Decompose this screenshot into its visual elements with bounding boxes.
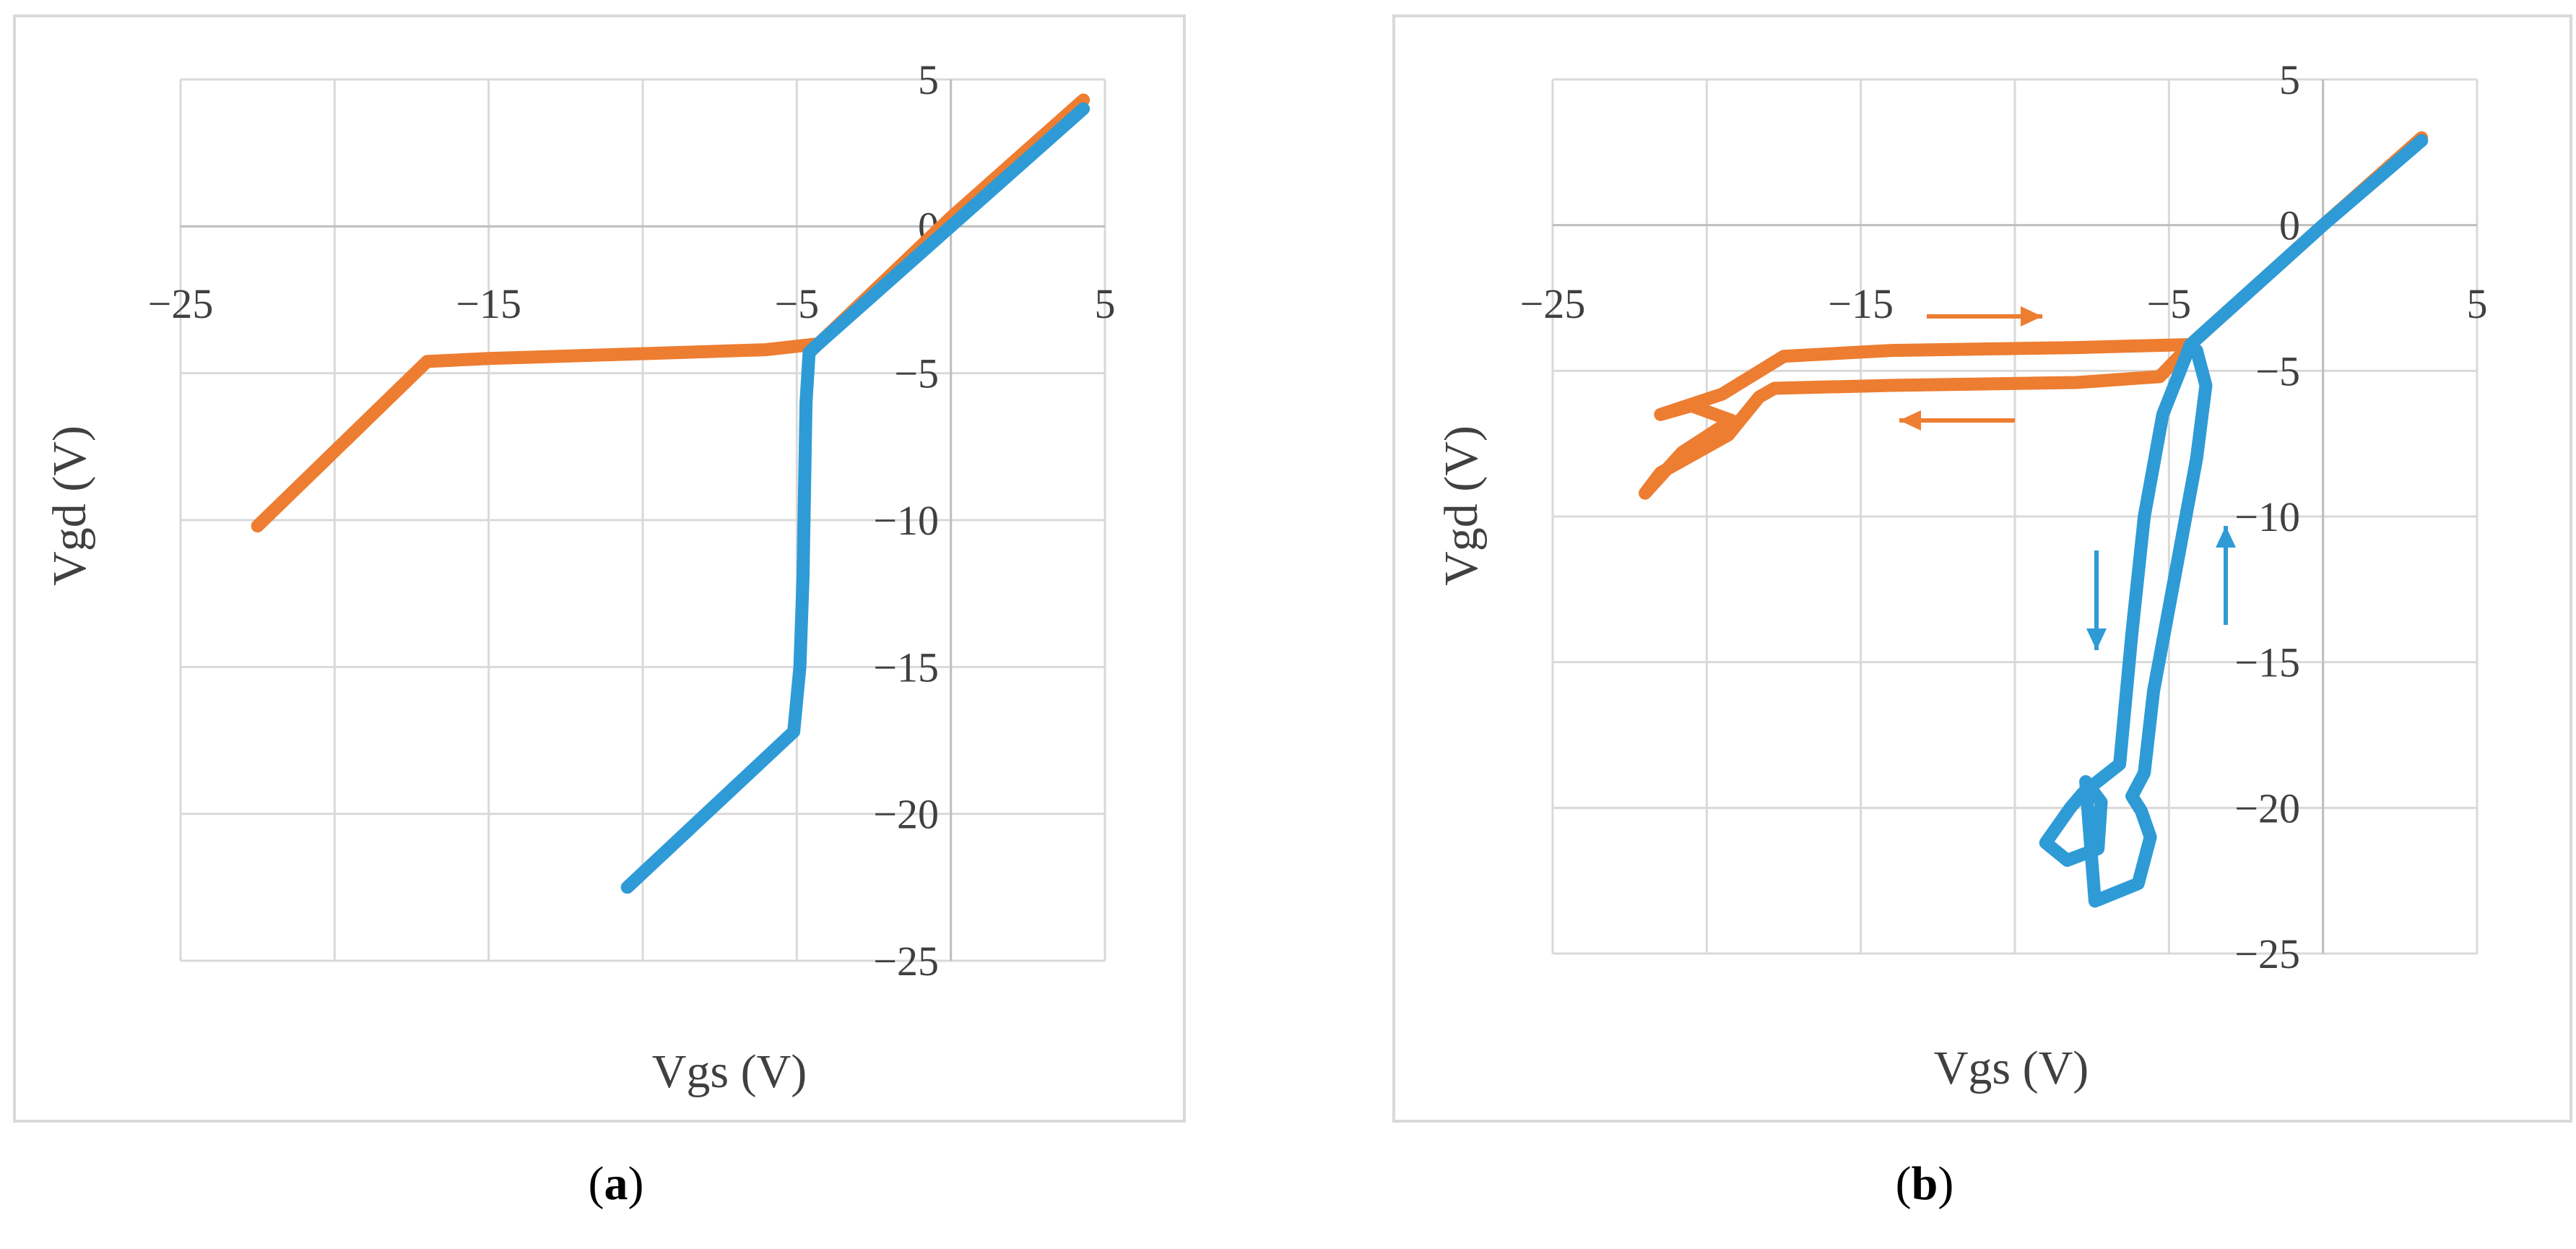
y-tick-label: −20 [873, 791, 939, 838]
arrow-orange-left-head [1899, 410, 1921, 431]
x-tick-label: −25 [1520, 280, 1586, 327]
caption-paren-open: ( [589, 1157, 604, 1210]
x-tick-label: −5 [2146, 280, 2191, 327]
x-tick-label: 5 [1095, 280, 1116, 327]
y-tick-label: 5 [918, 56, 939, 103]
series-line-0 [1639, 131, 2429, 500]
y-axis-title: Vgd (V) [1435, 425, 1488, 586]
y-tick-label: −5 [2255, 347, 2300, 394]
x-tick-label: −15 [456, 280, 521, 327]
y-tick-label: −25 [2234, 930, 2300, 977]
caption-paren-close: ) [628, 1157, 644, 1210]
caption-paren-open: ( [1896, 1157, 1912, 1210]
caption-paren-close: ) [1938, 1157, 1953, 1210]
x-axis-title: Vgs (V) [652, 1045, 807, 1098]
y-tick-label: 5 [2279, 56, 2300, 103]
y-tick-label: −15 [873, 644, 939, 691]
panel-frame [1392, 14, 2572, 1123]
y-tick-label: −10 [873, 497, 939, 544]
y-tick-label: −5 [894, 350, 939, 397]
arrow-blue-down-head [2086, 628, 2107, 650]
x-axis-title: Vgs (V) [1934, 1042, 2089, 1094]
series-line-1 [2039, 134, 2429, 908]
y-tick-label: −15 [2234, 639, 2300, 686]
x-tick-label: −15 [1828, 280, 1894, 327]
y-tick-label: −25 [873, 938, 939, 985]
panel-caption: (b) [1896, 1157, 1954, 1210]
arrow-blue-up-head [2216, 526, 2236, 548]
y-tick-label: −20 [2234, 785, 2300, 831]
x-tick-label: −25 [148, 280, 214, 327]
panel-caption: (a) [589, 1157, 644, 1210]
x-tick-label: 5 [2467, 280, 2488, 327]
arrow-orange-right-head [2021, 306, 2042, 327]
caption-letter: a [604, 1157, 628, 1210]
series-line-1 [620, 102, 1090, 894]
caption-letter: b [1912, 1157, 1938, 1210]
y-axis-title: Vgd (V) [43, 425, 96, 586]
x-tick-label: −5 [774, 280, 819, 327]
y-tick-label: −10 [2234, 493, 2300, 540]
